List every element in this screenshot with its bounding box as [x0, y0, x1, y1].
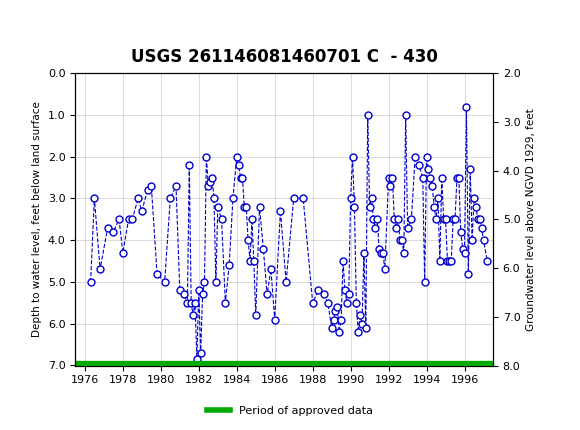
Legend: Period of approved data: Period of approved data [203, 401, 377, 420]
Title: USGS 261146081460701 C  - 430: USGS 261146081460701 C - 430 [130, 48, 438, 66]
Y-axis label: Groundwater level above NGVD 1929, feet: Groundwater level above NGVD 1929, feet [526, 108, 536, 331]
Y-axis label: Depth to water level, feet below land surface: Depth to water level, feet below land su… [32, 101, 42, 337]
Text: ≡USGS: ≡USGS [12, 16, 70, 35]
